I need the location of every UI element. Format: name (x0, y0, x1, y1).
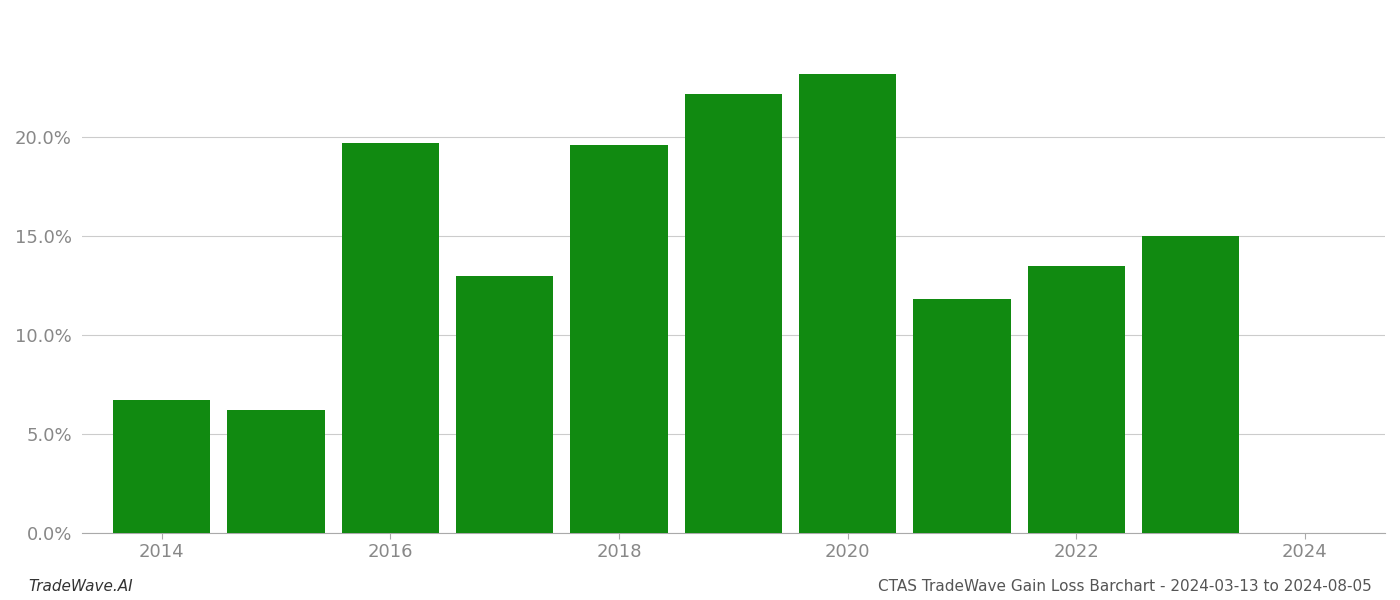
Bar (1028, 266, 1126, 533)
Bar (913, 299, 1011, 533)
Text: CTAS TradeWave Gain Loss Barchart - 2024-03-13 to 2024-08-05: CTAS TradeWave Gain Loss Barchart - 2024… (878, 579, 1372, 594)
Text: TradeWave.AI: TradeWave.AI (28, 579, 133, 594)
Bar (456, 276, 553, 533)
Bar (1142, 236, 1239, 533)
Bar (799, 74, 896, 533)
Bar (113, 400, 210, 533)
Bar (227, 410, 325, 533)
Bar (685, 94, 783, 533)
Bar (342, 143, 440, 533)
Bar (570, 145, 668, 533)
